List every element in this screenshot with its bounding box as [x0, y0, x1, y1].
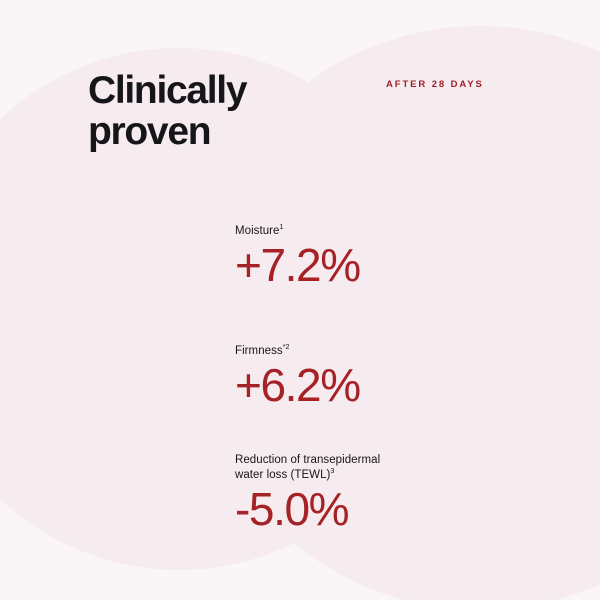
stat-block-moisture: Moisture1 +7.2%	[235, 222, 361, 292]
headline-line-2: proven	[88, 110, 212, 154]
stat-label-footnote: *2	[282, 342, 290, 352]
stat-label-line-1: Reduction of transepidermal	[235, 454, 381, 466]
stat-label-text: Firmness	[235, 345, 283, 357]
stat-label: Moisture1	[235, 222, 360, 239]
stat-label: Reduction of transepidermal water loss (T…	[235, 453, 380, 483]
stat-label-line-2: water loss (TEWL)	[235, 469, 331, 482]
stat-label-text: Moisture	[235, 225, 280, 237]
page-title: Clinically proven	[88, 70, 318, 153]
stat-label: Firmness*2	[235, 342, 360, 359]
stat-block-firmness: Firmness*2 +6.2%	[235, 342, 361, 412]
stat-value: +6.2%	[235, 359, 361, 412]
stat-value: +7.2%	[235, 239, 361, 292]
stat-label-footnote: 3	[330, 466, 335, 476]
eyebrow-label: AFTER 28 DAYS	[386, 79, 484, 90]
stat-block-tewl: Reduction of transepidermal water loss (T…	[235, 453, 380, 534]
stat-label-footnote: 1	[279, 222, 284, 232]
headline-line-1: Clinically	[88, 69, 248, 112]
stat-value: -5.0%	[235, 483, 350, 536]
